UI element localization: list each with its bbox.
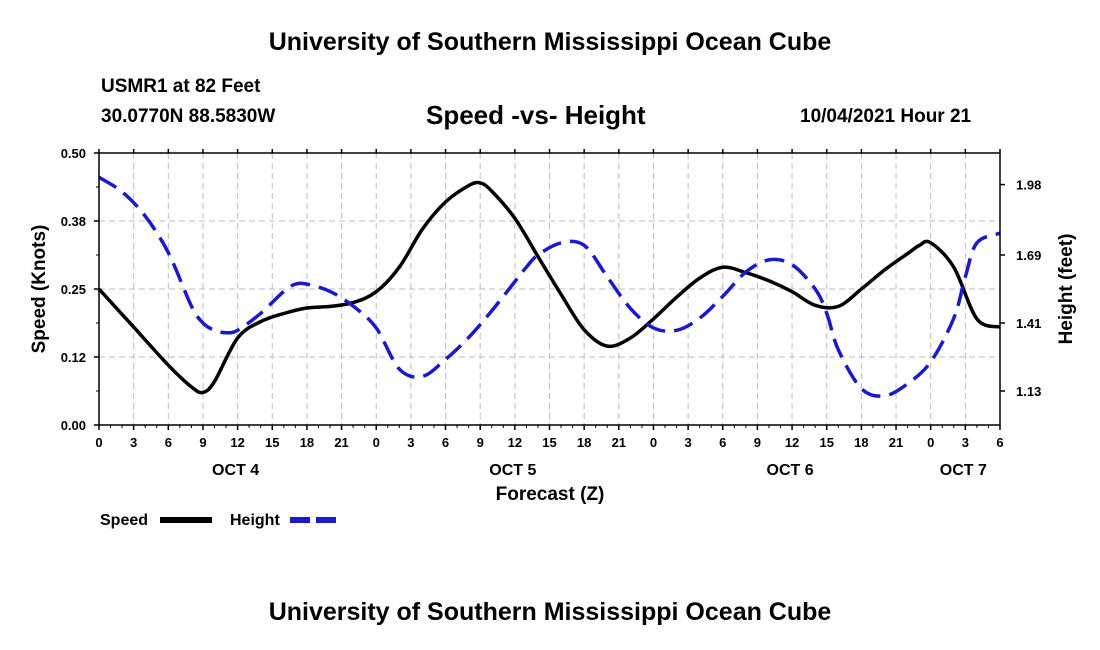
x-tick-label: 9 — [477, 435, 484, 450]
x-axis-title: Forecast (Z) — [496, 484, 605, 505]
x-tick-label: 15 — [265, 435, 279, 450]
grid — [99, 153, 1000, 425]
x-tick-label: 21 — [612, 435, 626, 450]
station-label: USMR1 at 82 Feet — [101, 76, 261, 97]
coordinates-label: 30.0770N 88.5830W — [101, 106, 276, 127]
legend-speed-label: Speed — [100, 512, 148, 529]
y-axis-title: Speed (Knots) — [29, 225, 50, 354]
x-tick-label: 15 — [542, 435, 556, 450]
x-tick-label: 3 — [407, 435, 414, 450]
x-day-label: OCT 4 — [212, 462, 259, 479]
x-tick-label: 9 — [754, 435, 761, 450]
forecast-datetime: 10/04/2021 Hour 21 — [800, 106, 972, 127]
x-tick-label: 18 — [300, 435, 314, 450]
x-tick-label: 15 — [819, 435, 833, 450]
speed-series-line — [97, 180, 1001, 395]
y2-tick-label: 1.69 — [1016, 248, 1041, 263]
y2-tick-label: 1.98 — [1016, 178, 1041, 193]
x-tick-label: 18 — [577, 435, 591, 450]
x-tick-label: 9 — [199, 435, 206, 450]
x-tick-label: 6 — [996, 435, 1003, 450]
x-tick-label: 6 — [719, 435, 726, 450]
x-tick-label: 6 — [442, 435, 449, 450]
chart-title: Speed -vs- Height — [426, 100, 646, 130]
y-tick-label: 0.00 — [61, 418, 86, 433]
y-tick-label: 0.25 — [61, 282, 86, 297]
x-tick-label: 6 — [165, 435, 172, 450]
y2-tick-label: 1.41 — [1016, 316, 1041, 331]
axes: 0 3 6 9 12 15 18 21 0 3 6 9 12 15 18 21 0 3 6 9 12 15 18 21 0 3 6O… — [61, 146, 1042, 479]
y2-tick-label: 1.13 — [1016, 384, 1041, 399]
y-tick-label: 0.38 — [61, 214, 86, 229]
series-layer — [97, 175, 1001, 398]
x-tick-label: 12 — [508, 435, 522, 450]
y-tick-label: 0.50 — [61, 146, 86, 161]
x-day-label: OCT 5 — [489, 462, 536, 479]
x-tick-label: 0 — [650, 435, 657, 450]
legend-height-label: Height — [230, 512, 280, 529]
x-tick-label: 18 — [854, 435, 868, 450]
y-tick-label: 0.12 — [61, 350, 86, 365]
x-tick-label: 3 — [684, 435, 691, 450]
x-tick-label: 21 — [334, 435, 348, 450]
y2-axis-title: Height (feet) — [1056, 234, 1077, 345]
height-series-line — [98, 175, 1001, 398]
x-tick-label: 0 — [927, 435, 934, 450]
page-title: University of Southern Mississippi Ocean… — [268, 28, 832, 56]
x-day-label: OCT 7 — [940, 462, 987, 479]
x-tick-label: 0 — [373, 435, 380, 450]
footer-title: University of Southern Mississippi Ocean… — [268, 598, 832, 626]
x-tick-label: 21 — [889, 435, 903, 450]
x-tick-label: 3 — [130, 435, 137, 450]
x-day-label: OCT 6 — [767, 462, 814, 479]
x-tick-label: 12 — [230, 435, 244, 450]
legend: Speed Height — [100, 512, 342, 529]
x-tick-label: 12 — [785, 435, 799, 450]
x-tick-label: 0 — [95, 435, 102, 450]
x-tick-label: 3 — [962, 435, 969, 450]
